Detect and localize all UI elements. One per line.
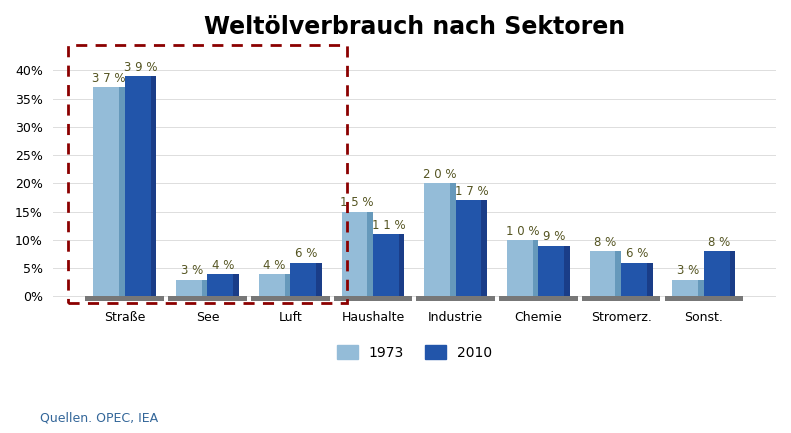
Text: 4 %: 4 % [263,259,286,271]
Legend: 1973, 2010: 1973, 2010 [331,339,498,365]
Bar [259,274,290,297]
Text: 3 %: 3 % [677,264,699,277]
Bar [251,297,330,301]
Bar [290,262,322,297]
Bar [582,297,660,301]
Bar [316,262,322,297]
Bar [672,280,704,297]
Bar [150,76,156,297]
Text: 8 %: 8 % [709,236,731,249]
Text: 6 %: 6 % [626,247,648,260]
Bar [119,87,125,297]
Bar [373,234,404,297]
Bar [176,280,207,297]
Text: 1 7 %: 1 7 % [455,185,488,198]
Bar [704,251,736,297]
Text: 3 7 %: 3 7 % [93,72,126,85]
Bar [539,246,570,297]
Bar [664,297,743,301]
Bar [207,274,239,297]
Bar [698,280,704,297]
Text: 3 9 %: 3 9 % [123,61,157,74]
Bar [125,76,156,297]
Text: 8 %: 8 % [594,236,616,249]
Bar [93,87,125,297]
Bar [532,240,539,297]
Text: Quellen. OPEC, IEA: Quellen. OPEC, IEA [40,411,157,424]
Bar [564,246,570,297]
Bar [615,251,621,297]
Bar [233,274,239,297]
Bar [456,200,487,297]
Bar [342,212,373,297]
Bar [367,212,373,297]
Bar [499,297,577,301]
Text: 3 %: 3 % [180,264,203,277]
Text: 1 1 %: 1 1 % [372,219,406,232]
Title: Weltölverbrauch nach Sektoren: Weltölverbrauch nach Sektoren [204,15,625,39]
Text: 1 0 %: 1 0 % [506,225,539,238]
Bar [85,297,164,301]
Bar [202,280,207,297]
Bar [334,297,412,301]
Bar [589,251,621,297]
Bar [450,184,456,297]
Bar [621,262,653,297]
Bar [399,234,404,297]
Text: 4 %: 4 % [212,259,234,271]
Bar [647,262,653,297]
Text: 9 %: 9 % [543,230,566,243]
Text: 2 0 %: 2 0 % [423,168,456,181]
Bar [416,297,495,301]
Text: 6 %: 6 % [295,247,317,260]
Bar [424,184,456,297]
Bar [168,297,247,301]
Bar [285,274,290,297]
Text: 1 5 %: 1 5 % [340,197,374,210]
Bar [507,240,539,297]
Bar [68,45,347,303]
Bar [482,200,487,297]
Bar [729,251,736,297]
